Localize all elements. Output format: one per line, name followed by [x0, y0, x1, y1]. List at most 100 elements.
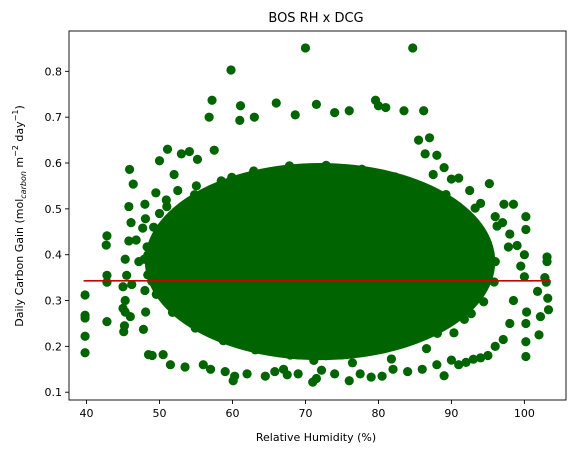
data-point — [189, 190, 200, 200]
data-point — [230, 371, 240, 381]
data-point — [198, 360, 208, 370]
data-point — [138, 324, 149, 335]
data-point — [101, 240, 111, 250]
data-point — [473, 288, 484, 298]
data-point — [450, 296, 460, 306]
y-tick-label: 0.1 — [45, 386, 63, 399]
x-tick-label: 70 — [298, 407, 312, 420]
data-point — [408, 43, 418, 53]
data-point — [472, 269, 482, 279]
data-point — [310, 174, 320, 185]
data-point — [465, 262, 475, 272]
data-point — [151, 188, 161, 198]
data-point — [242, 326, 253, 336]
data-point — [102, 277, 112, 287]
data-point — [355, 369, 365, 379]
data-point — [141, 307, 151, 317]
data-point — [543, 293, 553, 303]
data-point — [311, 99, 322, 109]
data-point — [331, 175, 341, 185]
data-point — [242, 369, 252, 379]
plot-frame — [68, 30, 567, 401]
data-point — [186, 294, 196, 305]
x-tick-label: 50 — [152, 407, 166, 420]
data-point — [147, 350, 157, 361]
data-point — [154, 208, 165, 219]
data-point — [219, 189, 229, 199]
x-tick-label: 100 — [514, 407, 535, 420]
data-point — [490, 212, 500, 222]
data-point — [477, 250, 487, 260]
data-point — [162, 201, 172, 212]
data-point — [439, 162, 449, 173]
x-tick-label: 90 — [444, 407, 458, 420]
data-point — [366, 342, 376, 352]
data-point — [432, 328, 442, 338]
data-point — [505, 229, 515, 239]
data-point — [438, 207, 449, 217]
plot-area — [80, 43, 554, 387]
data-point — [167, 293, 177, 303]
data-point — [454, 173, 464, 183]
data-point — [221, 323, 231, 333]
data-point — [331, 342, 342, 352]
data-point — [207, 95, 217, 105]
data-point — [249, 112, 259, 122]
data-point — [446, 174, 457, 184]
data-point — [311, 373, 322, 384]
data-point — [321, 160, 331, 170]
data-point — [344, 106, 354, 116]
data-point — [321, 351, 331, 361]
data-point — [149, 222, 159, 232]
data-point — [80, 290, 90, 300]
data-point — [476, 198, 486, 208]
data-point — [417, 364, 427, 374]
data-point — [408, 180, 418, 191]
x-axis-label: Relative Humidity (%) — [256, 431, 376, 444]
data-point — [160, 225, 170, 236]
data-point — [249, 181, 259, 192]
data-point — [519, 272, 530, 282]
data-point — [165, 360, 176, 370]
data-point — [449, 328, 459, 338]
data-point — [151, 259, 161, 269]
data-point — [176, 149, 186, 159]
data-point — [263, 169, 274, 179]
data-point — [118, 282, 128, 292]
data-point — [140, 214, 151, 224]
data-point — [460, 279, 470, 290]
data-point — [299, 171, 309, 181]
data-point — [120, 295, 130, 306]
data-point — [459, 314, 469, 324]
data-point — [282, 370, 292, 380]
data-point — [499, 199, 509, 209]
data-point — [125, 311, 135, 322]
data-point — [465, 185, 475, 196]
data-point — [540, 273, 550, 283]
data-point — [204, 112, 214, 122]
data-point — [293, 369, 303, 379]
data-point — [127, 279, 137, 290]
data-point — [498, 334, 508, 345]
data-point — [138, 223, 148, 233]
data-point — [271, 98, 281, 108]
dense-point-cloud — [144, 163, 496, 361]
data-point — [300, 43, 311, 53]
data-point — [519, 250, 530, 260]
data-point — [480, 237, 490, 247]
x-axis: 40 50 60 70 80 90 100 — [80, 400, 535, 420]
data-point — [270, 333, 280, 343]
data-point — [508, 199, 519, 209]
data-point — [139, 254, 149, 264]
y-tick-label: 0.8 — [45, 65, 63, 78]
data-point — [543, 305, 554, 315]
data-point — [387, 188, 397, 198]
data-point — [140, 285, 150, 296]
data-point — [153, 240, 163, 251]
data-point — [432, 150, 442, 160]
data-point — [299, 339, 309, 349]
data-point — [192, 199, 202, 210]
data-point — [403, 366, 413, 377]
data-point — [216, 176, 226, 186]
